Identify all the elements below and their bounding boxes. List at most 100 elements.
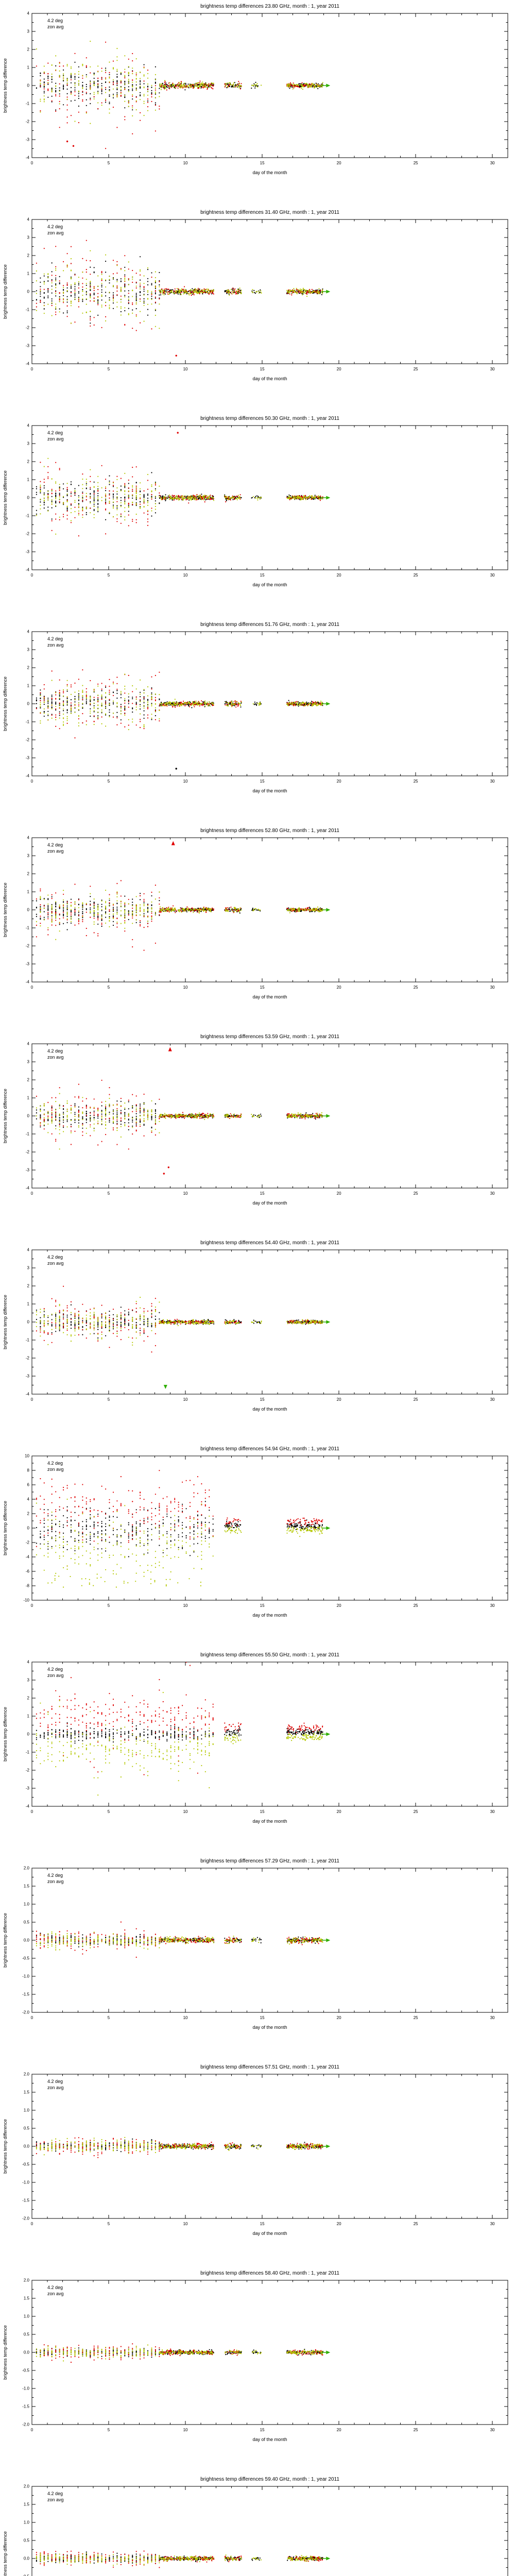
x-tick-label: 30 [490, 2222, 495, 2226]
y-tick-label: -1.5 [22, 2198, 29, 2203]
y-tick-label: 0.5 [24, 2332, 30, 2337]
x-tick-label: 20 [337, 2222, 341, 2226]
y-axis-label: brightness temp difference [3, 58, 8, 113]
x-tick-label: 20 [337, 2428, 341, 2432]
plot-frame [32, 426, 508, 570]
x-tick-label: 15 [260, 1603, 265, 1608]
x-tick-label: 20 [337, 985, 341, 990]
y-tick-label: 0.5 [24, 2126, 30, 2131]
y-tick-label: 3 [27, 442, 30, 446]
plot-frame [32, 219, 508, 364]
x-tick-label: 30 [490, 2428, 495, 2432]
axis-ticks [32, 219, 508, 364]
x-tick-label: 25 [414, 985, 418, 990]
y-tick-label: 0 [27, 702, 30, 706]
y-tick-label: 4 [27, 1660, 30, 1665]
legend-entry-0: 4.2 deg [47, 1255, 63, 1260]
panel-svg: brightness temp differences 57.51 GHz, m… [0, 2061, 515, 2267]
plot-frame [32, 13, 508, 158]
x-tick-label: 30 [490, 1603, 495, 1608]
x-tick-label: 15 [260, 2015, 265, 2020]
offscale-arrow-marker [326, 2557, 330, 2561]
plot-frame [32, 1662, 508, 1806]
y-tick-label: 4 [27, 217, 30, 222]
x-tick-label: 5 [108, 1809, 110, 1814]
x-tick-label: 5 [108, 1191, 110, 1196]
y-tick-label: -2 [26, 326, 30, 330]
plot-title: brightness temp differences 57.29 GHz, m… [200, 1858, 339, 1864]
y-tick-label: -1.5 [22, 2404, 29, 2409]
y-tick-label: 3 [27, 1060, 30, 1064]
x-tick-label: 0 [31, 779, 33, 784]
plot-title: brightness temp differences 53.59 GHz, m… [200, 1034, 339, 1040]
y-tick-label: 2 [27, 1696, 30, 1701]
legend-entry-0: 4.2 deg [47, 2491, 63, 2496]
y-tick-label: 0 [27, 1320, 30, 1325]
y-tick-label: 0 [27, 1114, 30, 1118]
x-tick-label: 30 [490, 985, 495, 990]
axis-ticks [32, 426, 508, 570]
axis-ticks [32, 632, 508, 776]
legend-entry-1: zon avg [47, 1467, 64, 1472]
plot-title: brightness temp differences 31.40 GHz, m… [200, 210, 339, 215]
y-axis-label: brightness temp difference [3, 1295, 8, 1349]
x-tick-label: 5 [108, 1397, 110, 1402]
y-tick-label: -3 [26, 1168, 30, 1173]
x-tick-label: 25 [414, 2428, 418, 2432]
offscale-arrow-marker [326, 908, 330, 912]
scatter-points [36, 432, 323, 536]
y-tick-label: 3 [27, 1266, 30, 1270]
y-tick-label: 0 [27, 908, 30, 912]
x-tick-label: 25 [414, 2015, 418, 2020]
y-tick-label: -4 [26, 980, 30, 985]
y-tick-label: 2 [27, 47, 30, 52]
x-tick-label: 20 [337, 367, 341, 371]
offscale-arrow-marker [326, 1733, 330, 1736]
x-tick-label: 5 [108, 985, 110, 990]
offscale-arrow-marker [326, 2351, 330, 2354]
plot-frame [32, 1044, 508, 1188]
y-tick-label: -1 [26, 101, 30, 106]
x-axis-label: day of the month [252, 2231, 287, 2236]
y-tick-label: -1 [26, 514, 30, 518]
x-tick-label: 10 [183, 161, 188, 165]
plot-frame [32, 2486, 508, 2576]
chart-panel-9: brightness temp differences 55.50 GHz, m… [0, 1649, 515, 1855]
panel-svg: brightness temp differences 55.50 GHz, m… [0, 1649, 515, 1855]
x-tick-label: 20 [337, 573, 341, 578]
y-tick-label: 2 [27, 460, 30, 464]
panel-svg: brightness temp differences 31.40 GHz, m… [0, 206, 515, 412]
y-tick-label: -0.5 [22, 1956, 29, 1961]
x-axis-label: day of the month [252, 788, 287, 793]
x-tick-label: 0 [31, 161, 33, 165]
chart-panel-5: brightness temp differences 52.80 GHz, m… [0, 824, 515, 1030]
x-tick-label: 15 [260, 367, 265, 371]
legend-entry-1: zon avg [47, 1055, 64, 1060]
y-tick-label: 2 [27, 1284, 30, 1289]
x-tick-label: 25 [414, 1191, 418, 1196]
y-tick-label: 1 [27, 272, 30, 276]
x-tick-label: 0 [31, 1603, 33, 1608]
y-axis-label: brightness temp difference [3, 676, 8, 731]
legend-entry-0: 4.2 deg [47, 2285, 63, 2290]
axis-ticks [32, 13, 508, 158]
legend-entry-0: 4.2 deg [47, 2079, 63, 2084]
panel-svg: brightness temp differences 58.40 GHz, m… [0, 2267, 515, 2473]
x-tick-label: 15 [260, 2428, 265, 2432]
scatter-points [36, 2137, 323, 2158]
panel-svg: brightness temp differences 23.80 GHz, m… [0, 0, 515, 206]
x-tick-label: 10 [183, 985, 188, 990]
legend-entry-0: 4.2 deg [47, 1461, 63, 1466]
plot-frame [32, 1456, 508, 1600]
plot-title: brightness temp differences 23.80 GHz, m… [200, 4, 339, 9]
y-tick-label: -4 [26, 1392, 30, 1397]
offscale-arrow-marker [326, 496, 330, 500]
chart-panel-4: brightness temp differences 51.76 GHz, m… [0, 618, 515, 824]
y-tick-label: -3 [26, 138, 30, 142]
x-tick-label: 25 [414, 161, 418, 165]
y-tick-label: -1 [26, 1338, 30, 1343]
panel-svg: brightness temp differences 57.29 GHz, m… [0, 1855, 515, 2061]
legend-entry-0: 4.2 deg [47, 18, 63, 23]
y-tick-label: 2 [27, 253, 30, 258]
y-tick-label: -4 [26, 774, 30, 778]
